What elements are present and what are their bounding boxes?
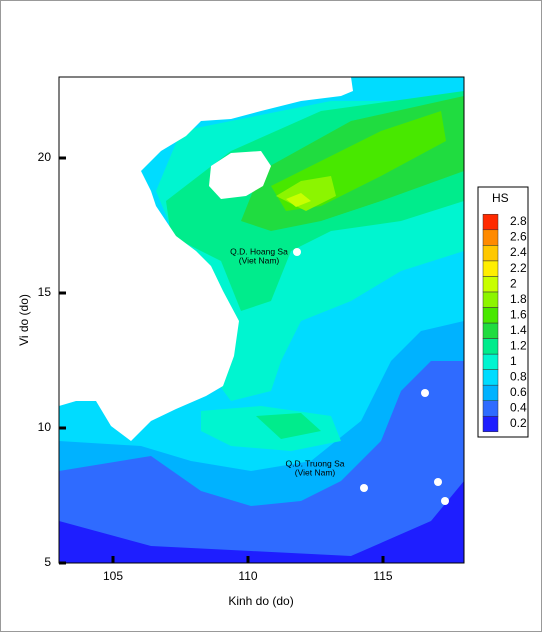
island	[293, 248, 301, 256]
legend-swatch	[482, 291, 499, 308]
legend-title: HS	[492, 191, 509, 205]
y-tick-label: 15	[38, 285, 52, 299]
legend-label: 2.4	[510, 245, 527, 259]
legend-swatch	[482, 338, 499, 355]
legend-label: 1.4	[510, 323, 527, 337]
legend-swatch	[482, 229, 499, 246]
legend-swatch	[482, 322, 499, 339]
legend-label: 2.8	[510, 214, 527, 228]
land	[59, 77, 353, 441]
y-tick-label: 10	[38, 420, 52, 434]
legend-label: 1.2	[510, 338, 527, 352]
legend-swatch	[482, 400, 499, 417]
contour-region	[256, 413, 321, 439]
legend-swatch	[482, 307, 499, 324]
legend-label: 0.6	[510, 385, 527, 399]
legend-label: 1.6	[510, 307, 527, 321]
plot-frame	[58, 76, 465, 564]
y-axis-title: Vi do (do)	[17, 294, 31, 346]
y-tick-label: 5	[44, 555, 51, 569]
legend-label: 1.8	[510, 292, 527, 306]
legend-swatch	[482, 276, 499, 293]
legend-label: 2.6	[510, 230, 527, 244]
contour-region	[59, 481, 464, 563]
x-tick-label: 115	[373, 569, 392, 583]
island	[434, 478, 442, 486]
annotation: (Viet Nam)	[239, 255, 280, 265]
legend-swatch	[482, 369, 499, 386]
x-axis-title: Kinh do (do)	[228, 594, 293, 608]
island	[209, 151, 271, 199]
legend-swatch	[482, 260, 499, 277]
x-tick-label: 105	[103, 569, 123, 583]
annotation: Q.D. Truong Sa	[285, 458, 344, 468]
contour-region	[286, 193, 311, 207]
x-tick-label: 110	[238, 569, 257, 583]
island	[421, 389, 429, 397]
y-tick-label: 20	[38, 150, 52, 164]
island	[360, 484, 368, 492]
legend-label: 0.4	[510, 401, 527, 415]
legend-swatch	[482, 245, 499, 262]
legend-swatch	[482, 415, 499, 433]
legend-label: 2.2	[510, 261, 527, 275]
annotation: (Viet Nam)	[295, 467, 336, 477]
legend-label: 0.8	[510, 370, 527, 384]
legend-swatch	[482, 384, 499, 401]
contour-region	[59, 361, 464, 563]
island	[441, 497, 449, 505]
legend-label: 1	[510, 354, 517, 368]
legend-label: 0.2	[510, 416, 527, 430]
legend-label: 2	[510, 276, 517, 290]
legend-swatch	[482, 213, 499, 231]
legend-swatch	[482, 353, 499, 370]
annotation: Q.D. Hoang Sa	[230, 246, 288, 256]
